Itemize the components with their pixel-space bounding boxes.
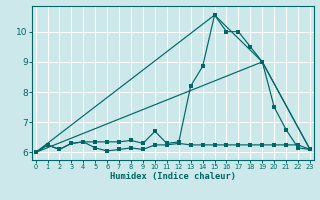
X-axis label: Humidex (Indice chaleur): Humidex (Indice chaleur): [110, 172, 236, 181]
